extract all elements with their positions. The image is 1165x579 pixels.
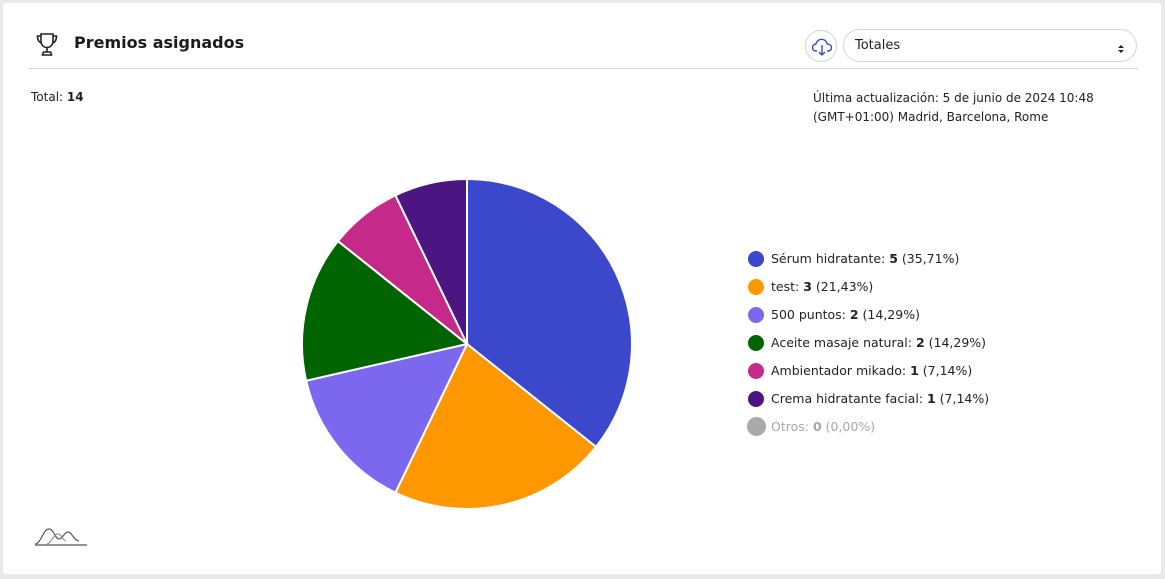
total-value: 14	[66, 90, 84, 104]
legend-value: 1	[927, 391, 936, 406]
legend-label: Otros: 0 (0,00%)	[771, 416, 875, 438]
legend-percent: (7,14%)	[918, 363, 973, 378]
legend-value: 1	[910, 363, 919, 378]
legend-swatch	[748, 307, 764, 323]
legend-value: 0	[812, 419, 822, 434]
pie-slice[interactable]	[466, 177, 633, 449]
legend-percent: (7,14%)	[935, 391, 990, 406]
legend-category-name: Crema hidratante facial:	[771, 391, 927, 406]
legend-label: 500 puntos: 2 (14,29%)	[771, 304, 920, 326]
legend-category-name: Aceite masaje natural:	[771, 335, 916, 350]
period-select-value: Totales	[855, 38, 901, 53]
brand-logo	[33, 525, 89, 551]
pie-chart-svg	[301, 177, 633, 510]
period-select[interactable]: Totales	[843, 29, 1137, 62]
legend-swatch	[748, 335, 764, 351]
legend-percent: (35,71%)	[897, 251, 960, 266]
legend-value: 2	[849, 307, 859, 322]
legend-swatch	[748, 251, 764, 267]
legend-category-name: 500 puntos:	[771, 307, 850, 322]
legend-label: Aceite masaje natural: 2 (14,29%)	[771, 332, 986, 354]
legend-percent: (14,29%)	[858, 307, 920, 322]
pie-slice[interactable]	[394, 342, 598, 510]
legend-swatch	[748, 363, 764, 379]
download-button[interactable]	[805, 30, 837, 62]
legend-category-name: Sérum hidratante:	[771, 251, 890, 266]
legend-label: Crema hidratante facial: 1 (7,14%)	[771, 388, 989, 410]
legend-label: Ambientador mikado: 1 (7,14%)	[771, 360, 972, 382]
legend-percent: (21,43%)	[811, 279, 874, 294]
last-updated: Última actualización: 5 de junio de 2024…	[813, 89, 1133, 127]
legend-category-name: Ambientador mikado:	[771, 363, 911, 378]
legend-label: test: 3 (21,43%)	[771, 276, 873, 298]
card-title: Premios asignados	[74, 33, 245, 52]
legend-value: 2	[915, 335, 925, 350]
cloud-download-icon	[811, 38, 833, 56]
legend-swatch	[748, 279, 764, 295]
pie-slice[interactable]	[394, 177, 468, 345]
trophy-icon	[33, 31, 61, 59]
pie-chart	[299, 176, 635, 512]
total-summary: Total: 14	[31, 90, 84, 104]
prizes-card: Premios asignados Totales Total: 14 Últi…	[3, 3, 1161, 574]
legend-swatch	[747, 417, 766, 436]
legend-category-name: test:	[771, 279, 804, 294]
legend-category-name: Otros:	[771, 419, 813, 434]
pie-slice[interactable]	[304, 342, 469, 494]
last-updated-line2: (GMT+01:00) Madrid, Barcelona, Rome	[813, 110, 1049, 124]
legend-value: 3	[803, 279, 812, 294]
legend-value: 5	[889, 251, 898, 266]
legend-swatch	[748, 391, 764, 407]
card-header: Premios asignados Totales	[28, 28, 1138, 69]
total-label: Total:	[31, 90, 64, 104]
last-updated-line1: Última actualización: 5 de junio de 2024…	[813, 91, 1094, 105]
select-arrows-icon	[1117, 40, 1125, 59]
pie-slice[interactable]	[301, 239, 470, 382]
legend-label: Sérum hidratante: 5 (35,71%)	[771, 248, 959, 270]
legend-percent: (14,29%)	[924, 335, 987, 350]
legend-percent: (0,00%)	[821, 419, 876, 434]
